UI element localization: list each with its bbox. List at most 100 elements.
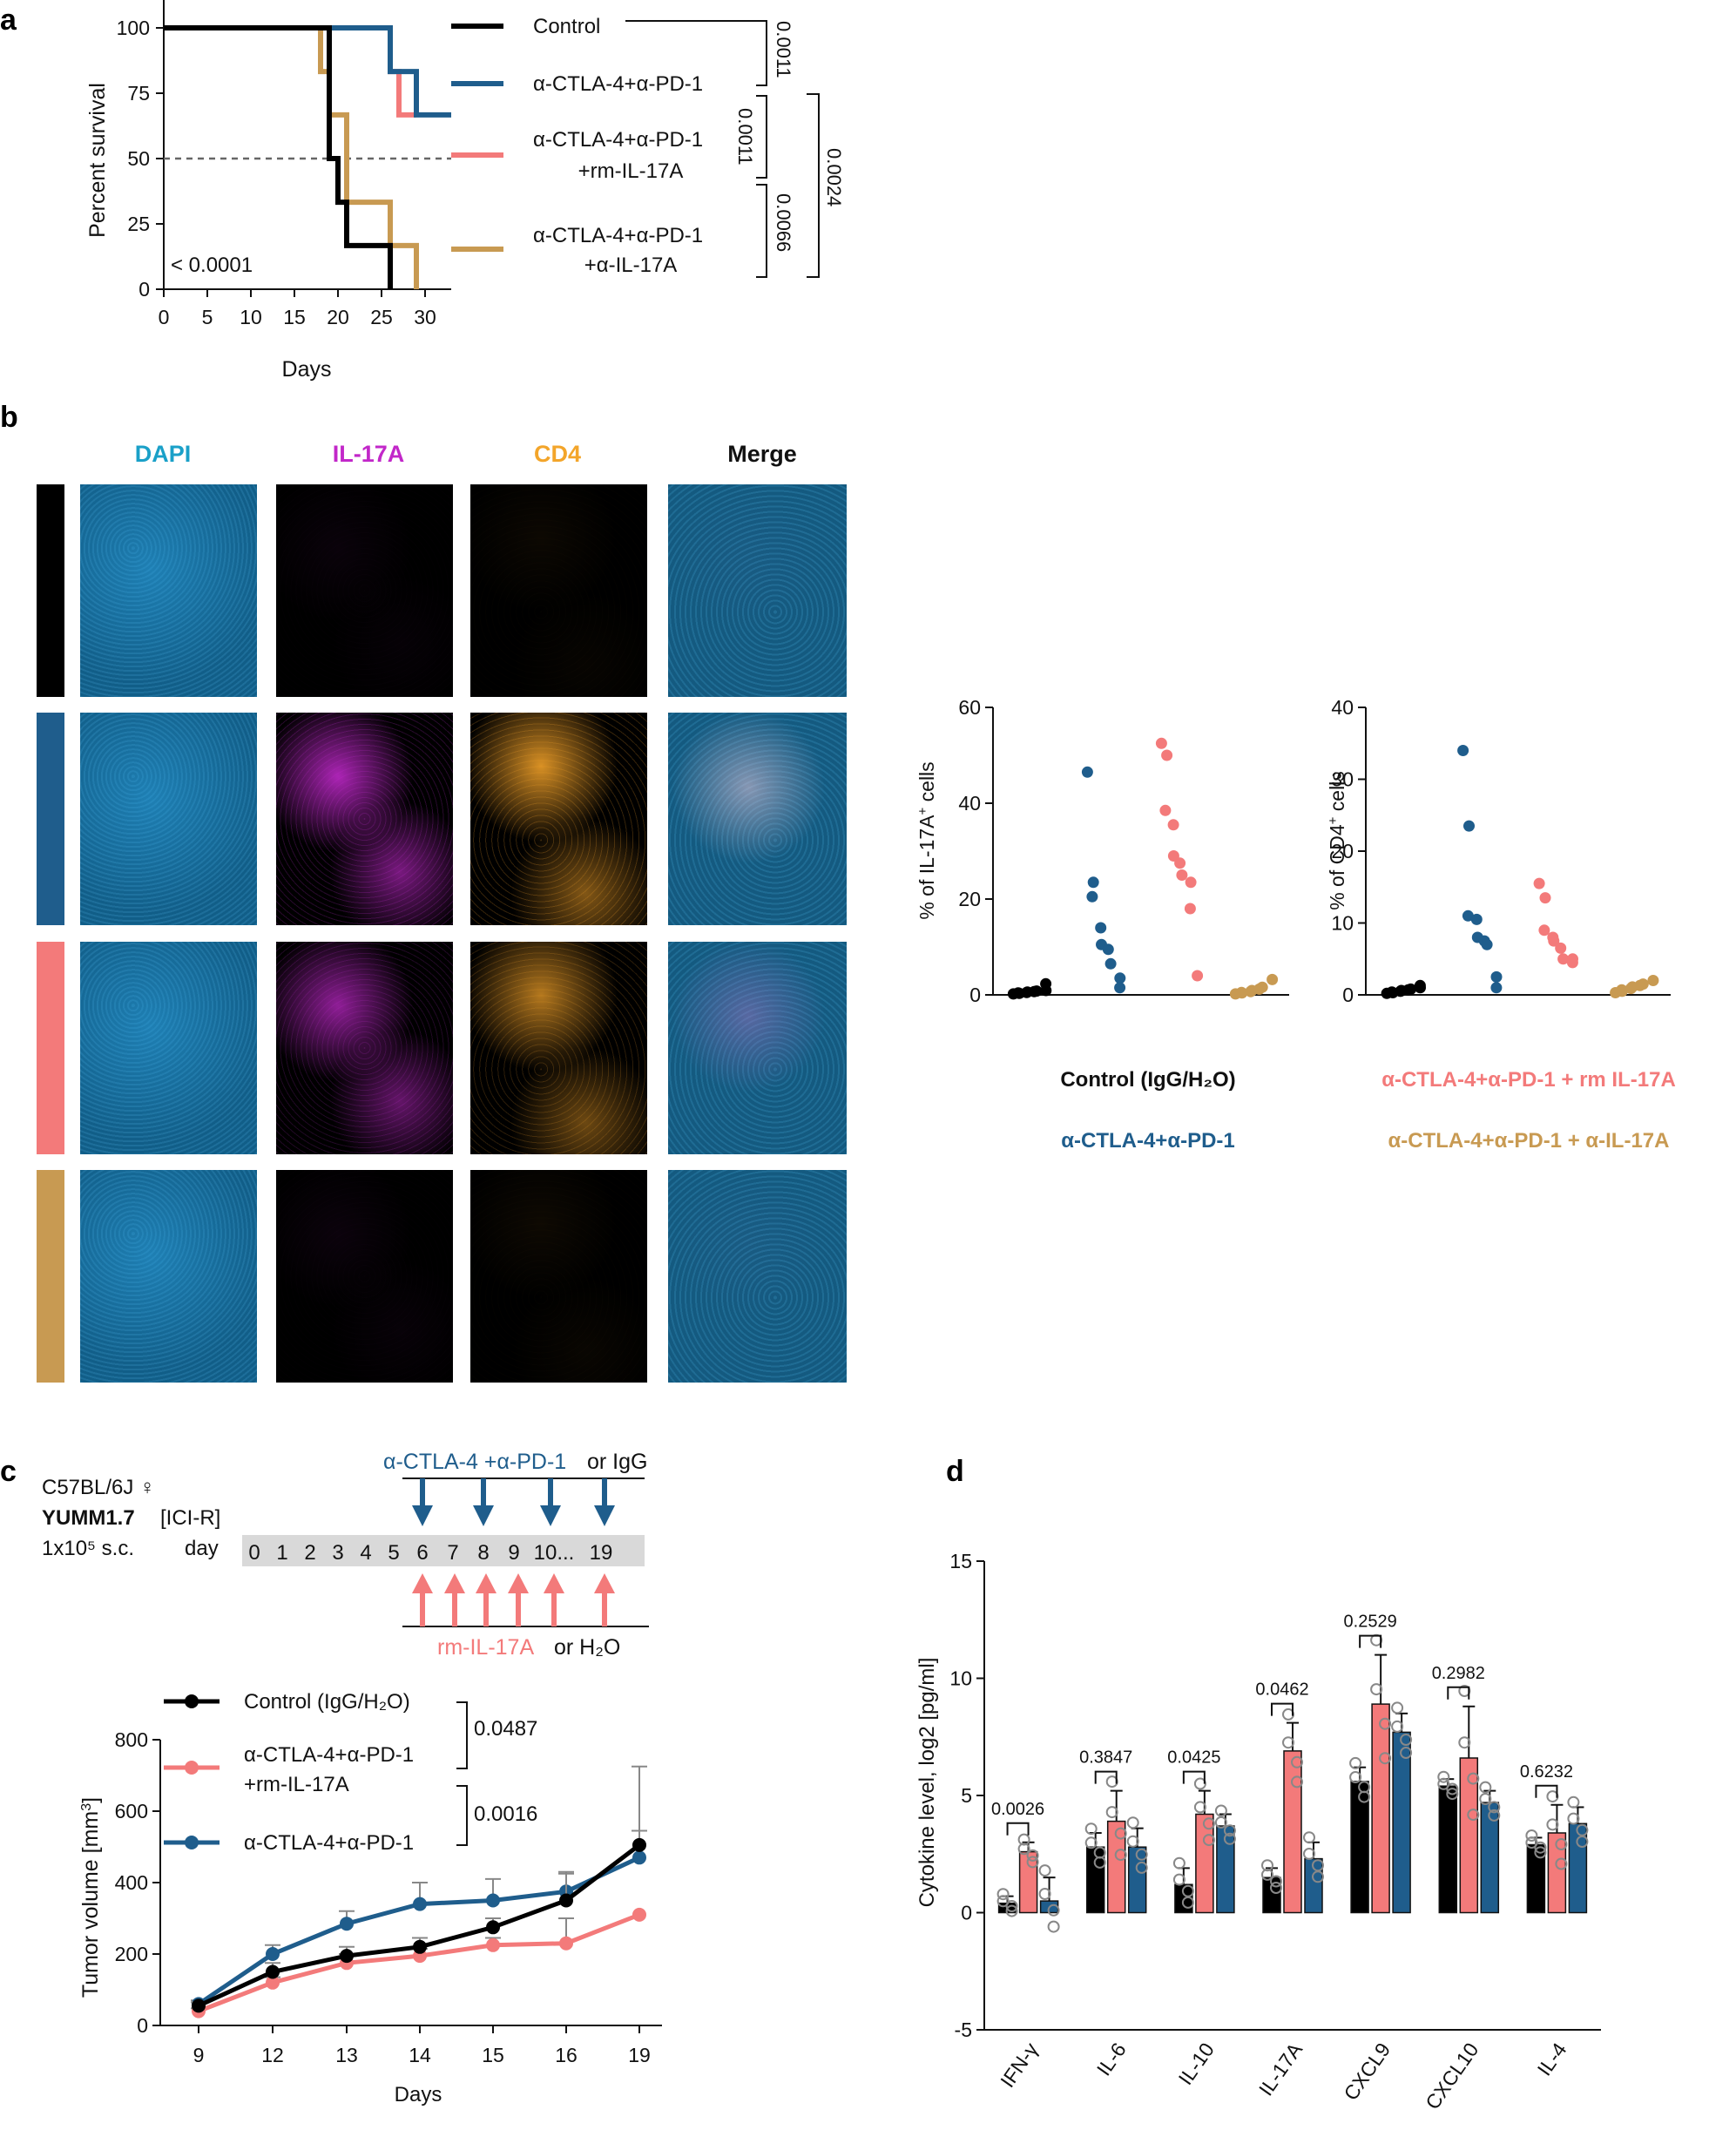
schedule-down-arrow-head [540,1505,561,1526]
cytokine-bar-combo-rm [1106,1820,1126,1914]
il17a-point [1095,922,1107,934]
cytokine-replicate [1026,1856,1039,1869]
il17a-point [1185,876,1197,889]
cytokine-pvalue: 0.6232 [1520,1762,1573,1782]
cytokine-bracket [1094,1770,1118,1784]
schedule-day: 10... [534,1541,575,1565]
schedule-up-arrow-head [444,1573,465,1593]
il17a-point [1081,766,1093,778]
schedule-day: 2 [304,1541,315,1565]
cytokine-replicate [1114,1849,1127,1862]
cytokine-replicate [1525,1829,1538,1842]
survival-x-tick-label: 20 [327,306,349,328]
cytokine-replicate [1312,1859,1324,1872]
cytokine-replicate [1546,1818,1559,1831]
cytokine-replicate [1017,1833,1030,1846]
schedule-down-arrow-head [412,1505,433,1526]
cytokine-replicate [1026,1849,1039,1862]
cytokine-bracket [1447,1686,1470,1700]
tumor-y-label-sup: 3 [79,1803,94,1811]
survival-x-axis-label: Days [282,357,332,382]
imaging-header-merge: Merge [727,441,797,467]
schedule-day: 5 [388,1541,399,1565]
cytokine-replicate [1223,1832,1236,1845]
cytokine-replicate [1223,1824,1236,1837]
cytokine-bar-control [1438,1785,1458,1914]
survival-curve-combo-anti [164,25,419,289]
tumor-y-tick-label: 800 [115,1728,148,1751]
cytokine-replicate [1534,1846,1547,1859]
cytokine-replicate [1084,1836,1098,1849]
cytokine-replicate [1576,1823,1589,1836]
tumor-x-tick-label: 13 [335,2044,358,2066]
cytokine-pvalue: 0.0462 [1255,1680,1308,1700]
cytokine-replicate [1202,1834,1215,1847]
schedule-day: 4 [360,1541,371,1565]
image-tile-merge-row3 [668,942,847,1154]
tumor-legend-label-combo: α-CTLA-4+α-PD-1 [244,1831,414,1855]
group-legend-combo-rm: α-CTLA-4+α-PD-1 + rm IL-17A [1381,1068,1676,1092]
cytokine-replicate [1303,1831,1315,1844]
cd4-point [1637,978,1649,991]
survival-y-tick-label: 50 [127,147,150,170]
tumor-point-control [632,1837,646,1852]
cytokine-replicate [1479,1793,1492,1805]
cd4-point [1386,986,1398,998]
cytokine-pvalue: 0.3847 [1079,1748,1132,1768]
il17a-point [1167,819,1179,831]
il17a-point [1114,972,1126,984]
survival-y-tick-label: 0 [138,278,150,301]
survival-x-tick-label: 15 [283,306,306,328]
imaging-header-il17a: IL-17A [333,441,405,467]
schedule-mouse: C57BL/6J ♀ [42,1476,155,1499]
panel-label-d: d [946,1455,964,1488]
il17a-point [1159,804,1172,816]
cytokine-replicate [1400,1747,1413,1759]
cytokine-replicate [1379,1717,1392,1730]
cd4-point [1533,877,1545,889]
cytokine-replicate [1214,1816,1227,1829]
cytokine-replicate [1193,1777,1206,1790]
schedule-day: 19 [590,1541,613,1565]
cytokine-bracket [1535,1784,1558,1798]
cytokine-category-label: CXCL9 [1339,2039,1395,2105]
cytokine-bracket [1182,1770,1206,1784]
cytokine-replicate [1093,1846,1106,1859]
schedule-up-arrow-head [412,1573,433,1593]
cytokine-replicate [1349,1771,1362,1783]
il17a-point [1114,982,1126,994]
tumor-volume-chart: Tumor volume [mm3] Days 0 200 400 600 800 9 12… [78,1690,662,2106]
tumor-point-control [192,1998,206,2013]
cytokine-pvalue: 0.0425 [1167,1748,1220,1768]
survival-x-tick-label: 10 [240,306,262,328]
cytokine-replicate [1282,1736,1294,1749]
survival-curve-combo [164,25,451,118]
tumor-point-combo [340,1917,354,1931]
cytokine-replicate [1479,1781,1492,1794]
cytokine-replicate [1555,1838,1568,1850]
tumor-legend-marker-combo-rm [185,1761,199,1775]
cd4-point [1555,942,1567,954]
cytokine-pvalue: 0.0026 [991,1800,1044,1819]
schedule-day: 3 [332,1541,343,1565]
survival-curve-combo-rm [164,25,416,118]
il17a-point [1086,890,1098,903]
tumor-x-tick-label: 12 [261,2044,284,2066]
il17a-point [1030,985,1043,997]
cytokine-category-label: IFN-γ [996,2039,1043,2092]
tumor-y-tick-label: 400 [115,1871,148,1894]
cytokine-replicate [1567,1812,1580,1825]
cd4-y-label-cells: cells [1326,771,1348,816]
cytokine-y-tick-label: 10 [949,1667,972,1690]
cytokine-replicate [1379,1752,1392,1765]
cytokine-bar-combo [1392,1731,1411,1914]
image-tile-il17a-row4 [276,1170,453,1383]
schedule-model: YUMM1.7 [42,1506,135,1530]
tumor-point-combo [266,1947,280,1961]
cd4-y-tick-label: 30 [1331,768,1354,791]
survival-x-tick-label: 5 [202,306,213,328]
tumor-x-tick-label: 19 [628,2044,651,2066]
il17a-point [1155,737,1167,749]
cytokine-replicate [1391,1701,1404,1714]
